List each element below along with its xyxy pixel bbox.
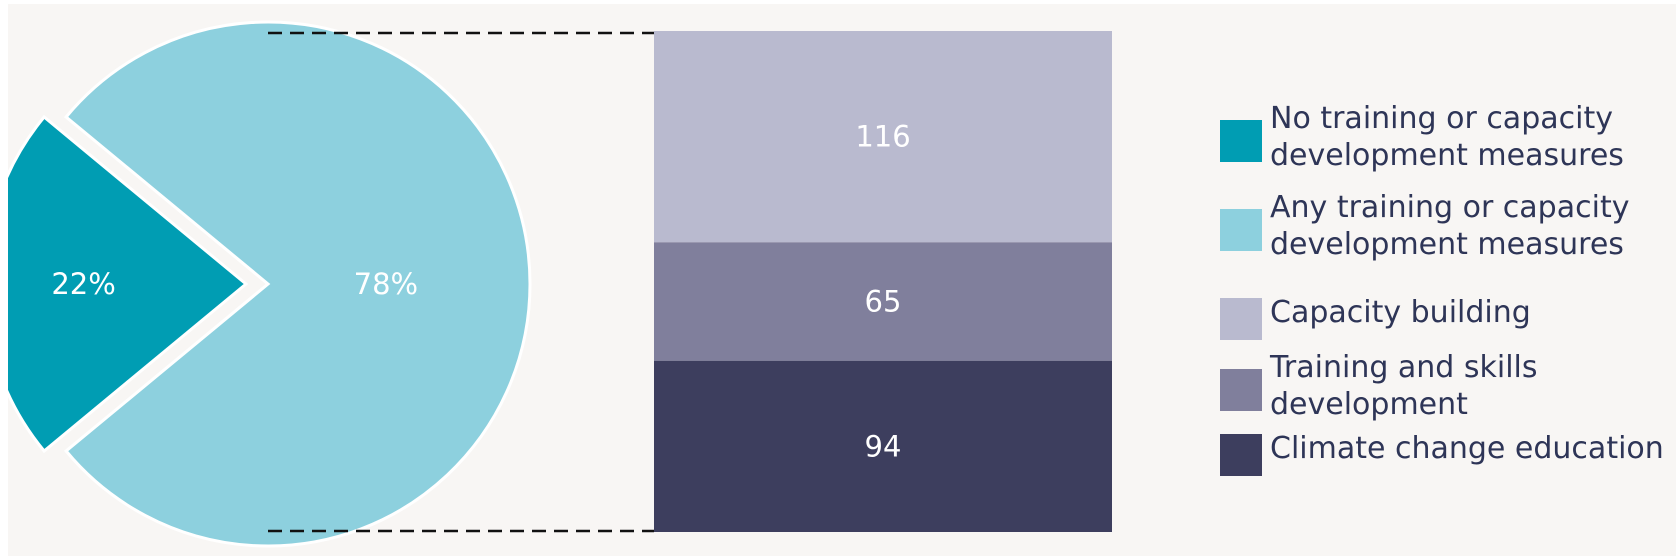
legend-swatch (1220, 209, 1262, 251)
legend-label-line: development measures (1270, 227, 1624, 262)
bar-label-capacity-building: 116 (855, 120, 910, 154)
legend-label-line: development measures (1270, 138, 1624, 173)
bar-segment-training-and-skills-development (654, 242, 1112, 361)
legend-label: Training and skills development (1270, 349, 1538, 423)
bar-segment-climate-change-education (654, 360, 1112, 532)
legend-label: Any training or capacity development meas… (1270, 189, 1629, 263)
pie-label-any-training: 78% (354, 267, 418, 301)
legend-label: No training or capacity development measu… (1270, 100, 1624, 174)
legend-label-line: Climate change education (1270, 431, 1664, 466)
legend-swatch (1220, 298, 1262, 340)
legend-swatch (1220, 120, 1262, 162)
bar-label-training-and-skills-development: 65 (865, 285, 902, 319)
chart-canvas: 22% 78% 116 65 94 No training or capacity dev… (8, 4, 1676, 556)
legend-label: Capacity building (1270, 294, 1531, 331)
legend-label-line: Any training or capacity (1270, 190, 1630, 225)
legend-label-line: Training and skills (1270, 350, 1538, 385)
legend-label-line: Capacity building (1270, 295, 1531, 330)
bar-segment-capacity-building (654, 31, 1112, 243)
bar-label-climate-change-education: 94 (865, 429, 902, 463)
pie-label-no-training: 22% (51, 267, 115, 301)
legend-swatch (1220, 369, 1262, 411)
pie-slice-any-training (64, 20, 532, 548)
legend-swatch (1220, 434, 1262, 476)
pie-slice-no-training (8, 114, 249, 454)
legend-label-line: development (1270, 387, 1468, 422)
legend-label-line: No training or capacity (1270, 101, 1613, 136)
chart-svg: 22% 78% 116 65 94 (8, 20, 1112, 548)
legend-label: Climate change education (1270, 430, 1664, 467)
